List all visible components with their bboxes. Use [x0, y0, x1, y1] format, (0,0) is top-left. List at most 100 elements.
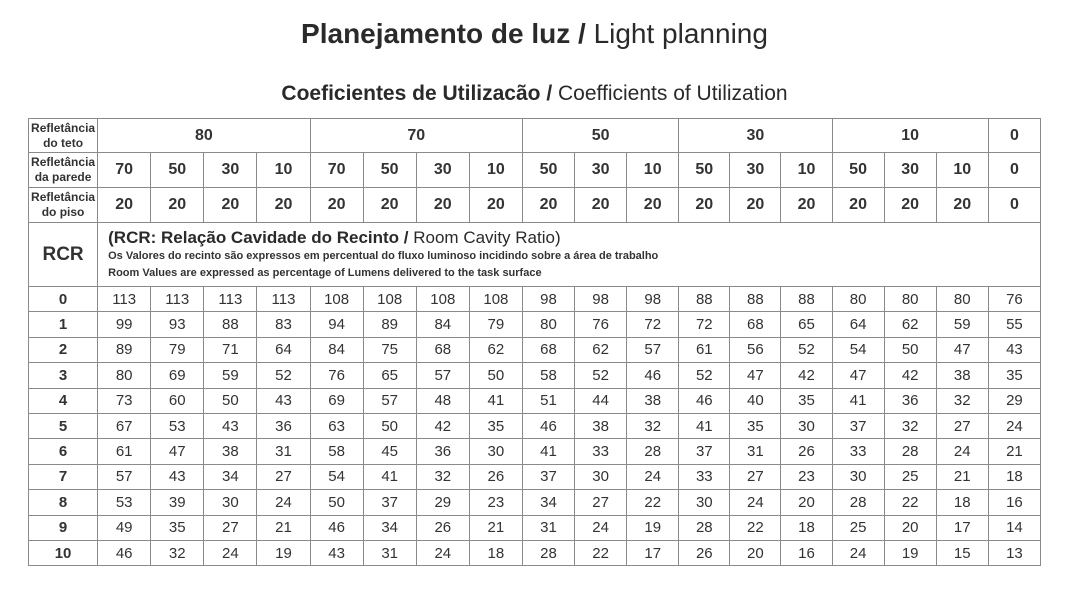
coefficient-cell: 24 [256, 489, 311, 516]
rcr-header-label: RCR [27, 222, 99, 287]
label-line: da parede [34, 170, 92, 184]
coefficients-body: 0 113 113 113 113 108 108 108 108 98 98 98 88 88 88 80 8… [27, 285, 1042, 567]
floor-reflectance-value: 20 [521, 187, 576, 223]
wall-reflectance-value: 10 [780, 152, 833, 188]
coefficient-cell: 79 [468, 311, 523, 338]
coefficient-cell: 35 [150, 514, 205, 541]
floor-reflectance-value: 20 [362, 187, 417, 223]
coefficient-cell: 46 [309, 514, 364, 541]
coefficient-cell: 27 [935, 412, 989, 440]
coefficient-cell: 20 [883, 514, 937, 541]
coefficient-cell: 65 [362, 362, 417, 389]
coefficient-cell: 30 [574, 463, 628, 491]
coefficient-cell: 83 [256, 311, 311, 338]
rcr-value: 4 [27, 387, 99, 414]
table-row: 0 113 113 113 113 108 108 108 108 98 98 98 88 88 88 80 8… [27, 285, 1042, 313]
floor-reflectance-value: 20 [935, 187, 989, 223]
coefficient-cell: 36 [883, 387, 937, 414]
coefficient-cell: 29 [987, 387, 1042, 414]
ceiling-value: 80 [97, 118, 311, 153]
coefficient-cell: 88 [729, 285, 782, 313]
coefficient-cell: 37 [521, 463, 576, 491]
rcr-description-pt: Os Valores do recinto são expressos em p… [108, 249, 659, 262]
coefficient-cell: 108 [309, 285, 364, 313]
coefficient-cell: 30 [780, 412, 833, 440]
coefficient-cell: 57 [415, 362, 470, 389]
coefficient-cell: 20 [729, 539, 782, 567]
coefficient-cell: 21 [256, 514, 311, 541]
coefficient-cell: 26 [780, 438, 833, 465]
coefficient-cell: 28 [626, 438, 680, 465]
coefficient-cell: 57 [97, 463, 152, 491]
rcr-description-en: Room Values are expressed as percentage … [108, 266, 542, 279]
coefficient-cell: 49 [97, 514, 152, 541]
coefficient-cell: 61 [678, 336, 731, 364]
coefficient-cell: 88 [678, 285, 731, 313]
ceiling-value: 30 [678, 118, 833, 153]
wall-reflectance-value: 30 [203, 152, 258, 188]
coefficient-cell: 34 [203, 463, 258, 491]
rcr-value: 8 [27, 489, 99, 516]
coefficient-cell: 80 [831, 285, 885, 313]
coefficient-cell: 50 [362, 412, 417, 440]
coefficient-cell: 48 [415, 387, 470, 414]
coefficient-cell: 73 [97, 387, 152, 414]
wall-reflectance-label: Refletância da parede [27, 152, 99, 188]
coefficient-cell: 98 [574, 285, 628, 313]
coefficient-cell: 31 [521, 514, 576, 541]
floor-reflectance-value: 20 [831, 187, 885, 223]
coefficient-cell: 22 [626, 489, 680, 516]
coefficient-cell: 24 [935, 438, 989, 465]
coefficients-table: Refletância do teto 80 70 50 30 10 0 Ref… [27, 118, 1042, 567]
coefficient-cell: 22 [574, 539, 628, 567]
page-title-normal: Light planning [593, 18, 768, 49]
coefficient-cell: 38 [574, 412, 628, 440]
coefficient-cell: 71 [203, 336, 258, 364]
rcr-description: (RCR: Relação Cavidade do Recinto / Room… [97, 222, 1041, 287]
coefficient-cell: 43 [150, 463, 205, 491]
coefficient-cell: 43 [309, 539, 364, 567]
ceiling-value: 50 [521, 118, 680, 153]
coefficient-cell: 13 [987, 539, 1042, 567]
coefficient-cell: 32 [415, 463, 470, 491]
coefficient-cell: 26 [415, 514, 470, 541]
coefficient-cell: 69 [309, 387, 364, 414]
wall-reflectance-value: 70 [309, 152, 364, 188]
floor-reflectance-value: 20 [150, 187, 205, 223]
floor-reflectance-value: 20 [780, 187, 833, 223]
coefficient-cell: 57 [626, 336, 680, 364]
wall-reflectance-value: 50 [362, 152, 417, 188]
coefficient-cell: 31 [362, 539, 417, 567]
rcr-value: 7 [27, 463, 99, 491]
table-row: 3 80 69 59 52 76 65 57 50 58 52 46 52 47 42 47 42 38 35 [27, 362, 1042, 389]
coefficient-cell: 52 [256, 362, 311, 389]
table-row: 4 73 60 50 43 69 57 48 41 51 44 38 46 40 35 41 36 32 29 [27, 387, 1042, 414]
coefficient-cell: 41 [362, 463, 417, 491]
coefficient-cell: 19 [256, 539, 311, 567]
coefficient-cell: 27 [574, 489, 628, 516]
coefficient-cell: 18 [987, 463, 1042, 491]
coefficient-cell: 44 [574, 387, 628, 414]
coefficient-cell: 60 [150, 387, 205, 414]
coefficient-cell: 43 [203, 412, 258, 440]
coefficient-cell: 41 [678, 412, 731, 440]
table-row: 6 61 47 38 31 58 45 36 30 41 33 28 37 31 26 33 28 24 21 [27, 438, 1042, 465]
label-line: do teto [43, 135, 84, 150]
floor-reflectance-row: Refletância do piso 20 20 20 20 20 20 20 20 20 20… [27, 187, 1042, 223]
coefficient-cell: 35 [729, 412, 782, 440]
coefficient-cell: 43 [987, 336, 1042, 364]
coefficient-cell: 75 [362, 336, 417, 364]
table-row: 7 57 43 34 27 54 41 32 26 37 30 24 33 27 23 30 25 21 18 [27, 463, 1042, 491]
coefficient-cell: 38 [935, 362, 989, 389]
coefficient-cell: 30 [468, 438, 523, 465]
table-row: 2 89 79 71 64 84 75 68 62 68 62 57 61 56 52 54 50 47 43 [27, 336, 1042, 364]
coefficient-cell: 64 [831, 311, 885, 338]
coefficient-cell: 52 [678, 362, 731, 389]
coefficient-cell: 47 [831, 362, 885, 389]
coefficient-cell: 42 [780, 362, 833, 389]
coefficient-cell: 30 [678, 489, 731, 516]
ceiling-value: 10 [831, 118, 989, 153]
coefficient-cell: 24 [203, 539, 258, 567]
coefficient-cell: 37 [362, 489, 417, 516]
coefficient-cell: 50 [468, 362, 523, 389]
